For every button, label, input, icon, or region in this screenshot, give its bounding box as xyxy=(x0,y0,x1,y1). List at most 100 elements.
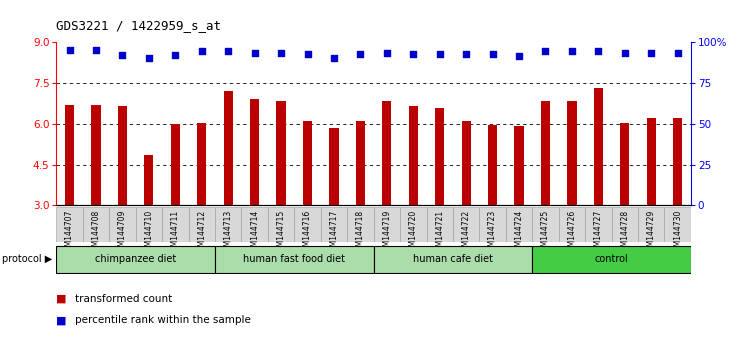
Bar xyxy=(382,101,391,205)
Text: GSM144712: GSM144712 xyxy=(198,210,207,256)
Bar xyxy=(532,207,559,242)
Bar xyxy=(170,125,180,205)
Text: GSM144724: GSM144724 xyxy=(514,210,523,256)
Bar xyxy=(92,105,101,205)
Point xyxy=(460,51,472,57)
Point xyxy=(645,50,657,56)
Text: GSM144722: GSM144722 xyxy=(462,210,471,256)
Bar xyxy=(56,246,215,273)
Bar xyxy=(215,246,374,273)
Text: ■: ■ xyxy=(56,294,67,304)
Bar xyxy=(83,207,109,242)
Point xyxy=(90,47,102,53)
Bar xyxy=(409,106,418,205)
Point xyxy=(434,51,446,57)
Text: ■: ■ xyxy=(56,315,67,325)
Point xyxy=(619,50,631,56)
Bar xyxy=(567,101,577,205)
Text: GDS3221 / 1422959_s_at: GDS3221 / 1422959_s_at xyxy=(56,19,222,32)
Bar xyxy=(541,101,550,205)
Text: transformed count: transformed count xyxy=(75,294,172,304)
Text: GSM144730: GSM144730 xyxy=(673,210,682,256)
Point xyxy=(513,53,525,58)
Point xyxy=(143,55,155,61)
Bar xyxy=(330,128,339,205)
Text: GSM144723: GSM144723 xyxy=(488,210,497,256)
Text: GSM144726: GSM144726 xyxy=(568,210,577,256)
Bar xyxy=(488,125,497,205)
Bar xyxy=(294,207,321,242)
Point xyxy=(354,51,366,57)
Text: GSM144709: GSM144709 xyxy=(118,210,127,256)
Point xyxy=(275,51,287,56)
Bar xyxy=(400,207,427,242)
Text: GSM144714: GSM144714 xyxy=(250,210,259,256)
Text: GSM144713: GSM144713 xyxy=(224,210,233,256)
Bar xyxy=(65,105,74,205)
Bar xyxy=(453,207,479,242)
Point xyxy=(328,55,340,61)
Text: human fast food diet: human fast food diet xyxy=(243,254,345,264)
Bar xyxy=(665,207,691,242)
Text: GSM144727: GSM144727 xyxy=(594,210,603,256)
Bar xyxy=(374,207,400,242)
Text: GSM144721: GSM144721 xyxy=(436,210,445,256)
Text: GSM144715: GSM144715 xyxy=(276,210,285,256)
Text: GSM144711: GSM144711 xyxy=(170,210,179,256)
Bar xyxy=(162,207,189,242)
Point xyxy=(407,51,419,57)
Bar xyxy=(321,207,347,242)
Bar xyxy=(594,88,603,205)
Text: GSM144718: GSM144718 xyxy=(356,210,365,256)
Point xyxy=(487,51,499,57)
Bar xyxy=(224,91,233,205)
Bar xyxy=(136,207,162,242)
Point xyxy=(381,50,393,56)
Text: GSM144708: GSM144708 xyxy=(92,210,101,256)
Bar xyxy=(506,207,532,242)
Bar xyxy=(197,122,207,205)
Bar xyxy=(611,207,638,242)
Bar xyxy=(241,207,268,242)
Point xyxy=(249,50,261,56)
Bar xyxy=(118,106,127,205)
Bar xyxy=(347,207,374,242)
Text: human cafe diet: human cafe diet xyxy=(413,254,493,264)
Text: GSM144716: GSM144716 xyxy=(303,210,312,256)
Text: GSM144707: GSM144707 xyxy=(65,210,74,256)
Bar xyxy=(620,122,629,205)
Bar xyxy=(462,121,471,205)
Bar xyxy=(189,207,215,242)
Text: protocol ▶: protocol ▶ xyxy=(2,254,52,264)
Bar xyxy=(250,99,259,205)
Bar xyxy=(647,119,656,205)
Point xyxy=(566,48,578,54)
Bar xyxy=(514,126,523,205)
Point xyxy=(671,50,683,56)
Point xyxy=(222,48,234,54)
Bar xyxy=(427,207,453,242)
Point xyxy=(64,47,76,53)
Bar xyxy=(559,207,585,242)
Bar xyxy=(479,207,506,242)
Text: GSM144720: GSM144720 xyxy=(409,210,418,256)
Bar xyxy=(56,207,83,242)
Text: GSM144725: GSM144725 xyxy=(541,210,550,256)
Text: control: control xyxy=(595,254,629,264)
Bar xyxy=(356,121,365,205)
Bar xyxy=(276,101,285,205)
Bar xyxy=(585,207,611,242)
Bar xyxy=(268,207,294,242)
Text: GSM144717: GSM144717 xyxy=(330,210,339,256)
Bar xyxy=(673,119,683,205)
Bar xyxy=(435,108,445,205)
Text: GSM144728: GSM144728 xyxy=(620,210,629,256)
Point xyxy=(301,51,313,57)
Text: GSM144710: GSM144710 xyxy=(144,210,153,256)
Bar xyxy=(638,207,665,242)
Bar xyxy=(303,121,312,205)
Point xyxy=(196,48,208,54)
Text: chimpanzee diet: chimpanzee diet xyxy=(95,254,176,264)
Point xyxy=(116,52,128,57)
Point xyxy=(539,48,551,54)
